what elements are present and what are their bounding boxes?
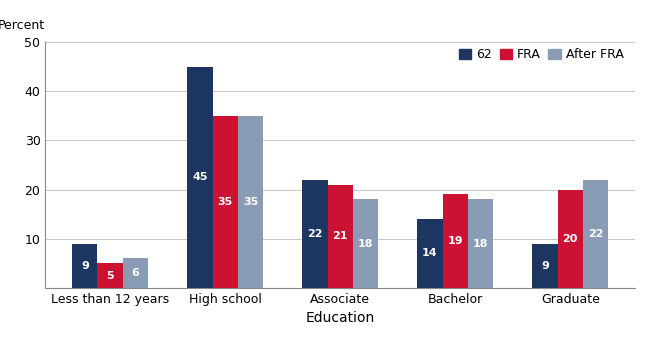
Bar (583, 180, 608, 288)
Text: 18: 18 (473, 239, 489, 249)
Bar (353, 199, 378, 288)
Text: 18: 18 (358, 239, 373, 249)
Text: 6: 6 (132, 268, 139, 278)
Bar (532, 244, 558, 288)
Bar (213, 116, 238, 288)
Text: 22: 22 (588, 229, 603, 239)
Bar (417, 219, 443, 288)
Bar (558, 190, 583, 288)
Bar (302, 180, 327, 288)
Text: 21: 21 (332, 231, 348, 241)
Bar (443, 194, 468, 288)
Text: 9: 9 (541, 261, 549, 271)
Text: 5: 5 (106, 271, 114, 280)
Bar (122, 258, 148, 288)
Legend: 62, FRA, After FRA: 62, FRA, After FRA (454, 44, 629, 66)
Text: 19: 19 (447, 236, 463, 246)
Text: 35: 35 (218, 197, 233, 207)
Text: 20: 20 (562, 234, 578, 244)
Bar (97, 263, 122, 288)
Bar (72, 244, 97, 288)
Text: 35: 35 (243, 197, 258, 207)
Text: 22: 22 (307, 229, 323, 239)
Bar (238, 116, 263, 288)
Text: 9: 9 (81, 261, 89, 271)
Bar (468, 199, 493, 288)
Text: Percent: Percent (0, 19, 45, 32)
Text: 14: 14 (422, 249, 438, 258)
Bar (327, 185, 353, 288)
Bar (187, 67, 213, 288)
Text: 45: 45 (192, 172, 207, 182)
X-axis label: Education: Education (306, 311, 375, 325)
